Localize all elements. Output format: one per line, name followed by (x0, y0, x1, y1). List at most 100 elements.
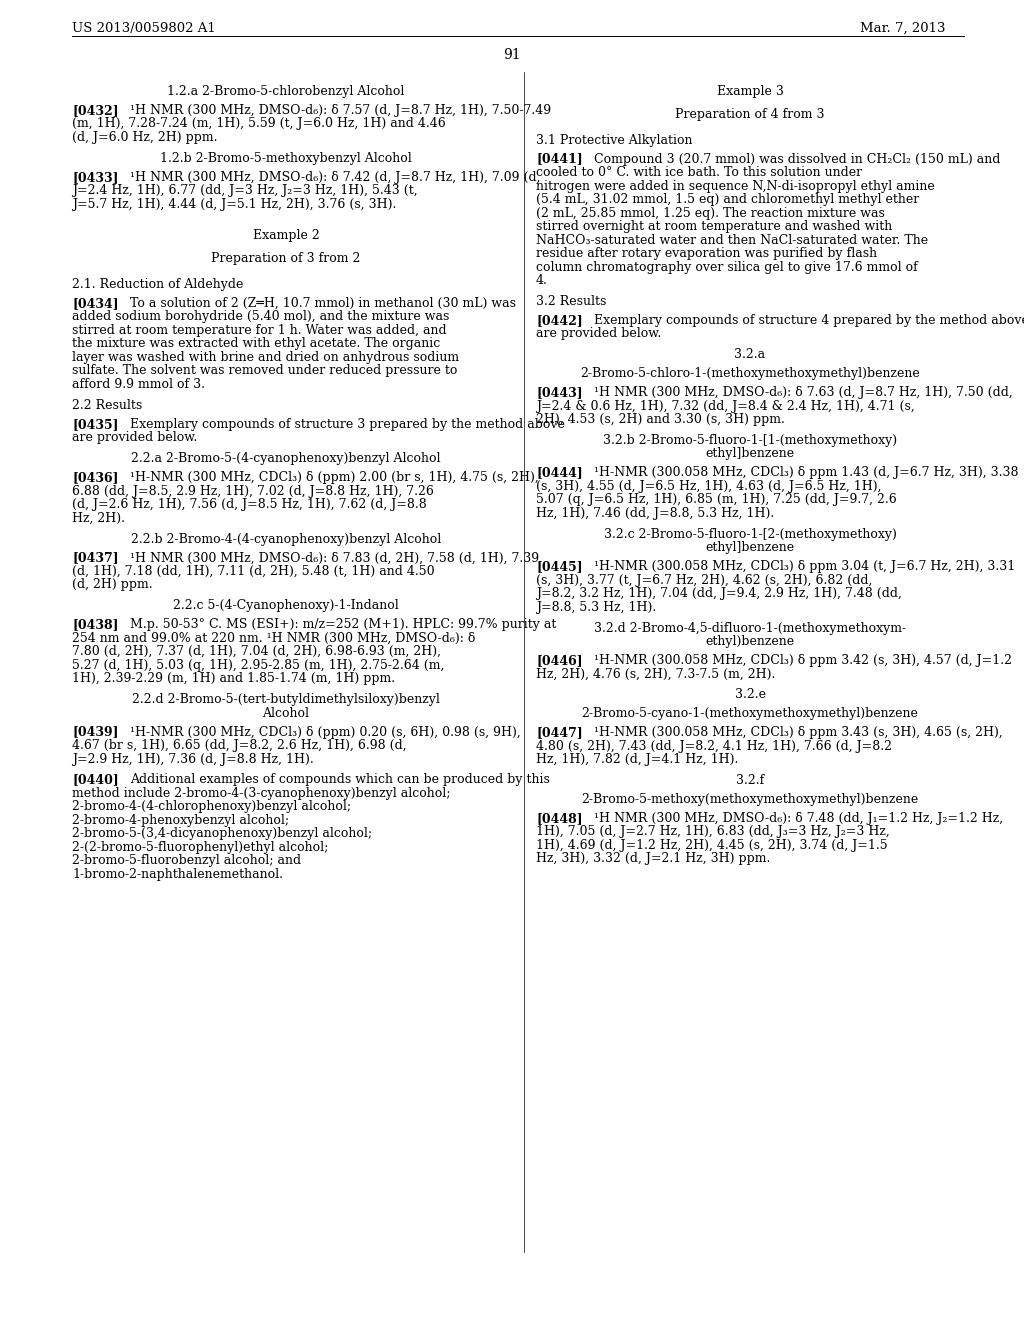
Text: [0435]: [0435] (72, 417, 119, 430)
Text: 1H), 2.39-2.29 (m, 1H) and 1.85-1.74 (m, 1H) ppm.: 1H), 2.39-2.29 (m, 1H) and 1.85-1.74 (m,… (72, 672, 395, 685)
Text: Compound 3 (20.7 mmol) was dissolved in CH₂Cl₂ (150 mL) and: Compound 3 (20.7 mmol) was dissolved in … (594, 153, 1000, 165)
Text: 91: 91 (503, 48, 521, 62)
Text: 2-bromo-5-fluorobenzyl alcohol; and: 2-bromo-5-fluorobenzyl alcohol; and (72, 854, 301, 867)
Text: residue after rotary evaporation was purified by flash: residue after rotary evaporation was pur… (536, 247, 878, 260)
Text: 3.2 Results: 3.2 Results (536, 294, 606, 308)
Text: 2-(2-bromo-5-fluorophenyl)ethyl alcohol;: 2-(2-bromo-5-fluorophenyl)ethyl alcohol; (72, 841, 329, 854)
Text: 3.2.a: 3.2.a (734, 348, 766, 362)
Text: NaHCO₃-saturated water and then NaCl-saturated water. The: NaHCO₃-saturated water and then NaCl-sat… (536, 234, 928, 247)
Text: (d, J=2.6 Hz, 1H), 7.56 (d, J=8.5 Hz, 1H), 7.62 (d, J=8.8: (d, J=2.6 Hz, 1H), 7.56 (d, J=8.5 Hz, 1H… (72, 498, 427, 511)
Text: 5.07 (q, J=6.5 Hz, 1H), 6.85 (m, 1H), 7.25 (dd, J=9.7, 2.6: 5.07 (q, J=6.5 Hz, 1H), 6.85 (m, 1H), 7.… (536, 494, 897, 507)
Text: ¹H NMR (300 MHz, DMSO-d₆): δ 7.63 (d, J=8.7 Hz, 1H), 7.50 (dd,: ¹H NMR (300 MHz, DMSO-d₆): δ 7.63 (d, J=… (594, 385, 1013, 399)
Text: [0442]: [0442] (536, 314, 583, 327)
Text: column chromatography over silica gel to give 17.6 mmol of: column chromatography over silica gel to… (536, 260, 918, 273)
Text: ethyl]benzene: ethyl]benzene (706, 541, 795, 554)
Text: 3.2.d 2-Bromo-4,5-difluoro-1-(methoxymethoxym-: 3.2.d 2-Bromo-4,5-difluoro-1-(methoxymet… (594, 622, 906, 635)
Text: are provided below.: are provided below. (72, 432, 198, 445)
Text: 2H), 4.53 (s, 2H) and 3.30 (s, 3H) ppm.: 2H), 4.53 (s, 2H) and 3.30 (s, 3H) ppm. (536, 413, 784, 426)
Text: Preparation of 3 from 2: Preparation of 3 from 2 (211, 252, 360, 265)
Text: ¹H NMR (300 MHz, DMSO-d₆): δ 7.57 (d, J=8.7 Hz, 1H), 7.50-7.49: ¹H NMR (300 MHz, DMSO-d₆): δ 7.57 (d, J=… (130, 104, 551, 117)
Text: [0438]: [0438] (72, 618, 119, 631)
Text: 3.2.c 2-Bromo-5-fluoro-1-[2-(methoxymethoxy): 3.2.c 2-Bromo-5-fluoro-1-[2-(methoxymeth… (603, 528, 896, 541)
Text: (d, 1H), 7.18 (dd, 1H), 7.11 (d, 2H), 5.48 (t, 1H) and 4.50: (d, 1H), 7.18 (dd, 1H), 7.11 (d, 2H), 5.… (72, 565, 434, 578)
Text: (s, 3H), 3.77 (t, J=6.7 Hz, 2H), 4.62 (s, 2H), 6.82 (dd,: (s, 3H), 3.77 (t, J=6.7 Hz, 2H), 4.62 (s… (536, 574, 872, 586)
Text: [0440]: [0440] (72, 774, 119, 787)
Text: 7.80 (d, 2H), 7.37 (d, 1H), 7.04 (d, 2H), 6.98-6.93 (m, 2H),: 7.80 (d, 2H), 7.37 (d, 1H), 7.04 (d, 2H)… (72, 645, 441, 659)
Text: ¹H-NMR (300 MHz, CDCl₃) δ (ppm) 0.20 (s, 6H), 0.98 (s, 9H),: ¹H-NMR (300 MHz, CDCl₃) δ (ppm) 0.20 (s,… (130, 726, 521, 739)
Text: Mar. 7, 2013: Mar. 7, 2013 (860, 22, 946, 36)
Text: J=5.7 Hz, 1H), 4.44 (d, J=5.1 Hz, 2H), 3.76 (s, 3H).: J=5.7 Hz, 1H), 4.44 (d, J=5.1 Hz, 2H), 3… (72, 198, 396, 211)
Text: 4.67 (br s, 1H), 6.65 (dd, J=8.2, 2.6 Hz, 1H), 6.98 (d,: 4.67 (br s, 1H), 6.65 (dd, J=8.2, 2.6 Hz… (72, 739, 407, 752)
Text: layer was washed with brine and dried on anhydrous sodium: layer was washed with brine and dried on… (72, 351, 459, 364)
Text: 2-bromo-4-(4-chlorophenoxy)benzyl alcohol;: 2-bromo-4-(4-chlorophenoxy)benzyl alcoho… (72, 800, 351, 813)
Text: 2.2.d 2-Bromo-5-(tert-butyldimethylsiloxy)benzyl: 2.2.d 2-Bromo-5-(tert-butyldimethylsilox… (132, 693, 440, 706)
Text: [0436]: [0436] (72, 471, 119, 484)
Text: stirred overnight at room temperature and washed with: stirred overnight at room temperature an… (536, 220, 892, 234)
Text: Hz, 1H), 7.82 (d, J=4.1 Hz, 1H).: Hz, 1H), 7.82 (d, J=4.1 Hz, 1H). (536, 754, 738, 766)
Text: M.p. 50-53° C. MS (ESI+): m/z=252 (M+1). HPLC: 99.7% purity at: M.p. 50-53° C. MS (ESI+): m/z=252 (M+1).… (130, 618, 556, 631)
Text: Hz, 3H), 3.32 (d, J=2.1 Hz, 3H) ppm.: Hz, 3H), 3.32 (d, J=2.1 Hz, 3H) ppm. (536, 853, 770, 866)
Text: cooled to 0° C. with ice bath. To this solution under: cooled to 0° C. with ice bath. To this s… (536, 166, 862, 180)
Text: [0434]: [0434] (72, 297, 119, 310)
Text: [0437]: [0437] (72, 552, 119, 565)
Text: 4.80 (s, 2H), 7.43 (dd, J=8.2, 4.1 Hz, 1H), 7.66 (d, J=8.2: 4.80 (s, 2H), 7.43 (dd, J=8.2, 4.1 Hz, 1… (536, 739, 892, 752)
Text: 3.1 Protective Alkylation: 3.1 Protective Alkylation (536, 133, 692, 147)
Text: [0443]: [0443] (536, 385, 583, 399)
Text: (5.4 mL, 31.02 mmol, 1.5 eq) and chloromethyl methyl ether: (5.4 mL, 31.02 mmol, 1.5 eq) and chlorom… (536, 193, 920, 206)
Text: [0445]: [0445] (536, 560, 583, 573)
Text: ¹H-NMR (300.058 MHz, CDCl₃) δ ppm 3.42 (s, 3H), 4.57 (d, J=1.2: ¹H-NMR (300.058 MHz, CDCl₃) δ ppm 3.42 (… (594, 653, 1012, 667)
Text: To a solution of 2 (Z═H, 10.7 mmol) in methanol (30 mL) was: To a solution of 2 (Z═H, 10.7 mmol) in m… (130, 297, 516, 310)
Text: 2.2.b 2-Bromo-4-(4-cyanophenoxy)benzyl Alcohol: 2.2.b 2-Bromo-4-(4-cyanophenoxy)benzyl A… (131, 532, 441, 545)
Text: 3.2.f: 3.2.f (736, 774, 764, 787)
Text: [0447]: [0447] (536, 726, 583, 739)
Text: ¹H NMR (300 MHz, DMSO-d₆): δ 7.42 (d, J=8.7 Hz, 1H), 7.09 (d,: ¹H NMR (300 MHz, DMSO-d₆): δ 7.42 (d, J=… (130, 170, 541, 183)
Text: 1H), 4.69 (d, J=1.2 Hz, 2H), 4.45 (s, 2H), 3.74 (d, J=1.5: 1H), 4.69 (d, J=1.2 Hz, 2H), 4.45 (s, 2H… (536, 840, 888, 851)
Text: Hz, 2H), 4.76 (s, 2H), 7.3-7.5 (m, 2H).: Hz, 2H), 4.76 (s, 2H), 7.3-7.5 (m, 2H). (536, 668, 775, 681)
Text: [0433]: [0433] (72, 170, 119, 183)
Text: Hz, 2H).: Hz, 2H). (72, 512, 125, 524)
Text: 4.: 4. (536, 275, 548, 286)
Text: [0448]: [0448] (536, 812, 583, 825)
Text: 1-bromo-2-naphthalenemethanol.: 1-bromo-2-naphthalenemethanol. (72, 869, 283, 880)
Text: J=2.4 Hz, 1H), 6.77 (dd, J=3 Hz, J₂=3 Hz, 1H), 5.43 (t,: J=2.4 Hz, 1H), 6.77 (dd, J=3 Hz, J₂=3 Hz… (72, 185, 418, 197)
Text: 1H), 7.05 (d, J=2.7 Hz, 1H), 6.83 (dd, J₃=3 Hz, J₂=3 Hz,: 1H), 7.05 (d, J=2.7 Hz, 1H), 6.83 (dd, J… (536, 825, 890, 838)
Text: ¹H NMR (300 MHz, DMSO-d₆): δ 7.83 (d, 2H), 7.58 (d, 1H), 7.39: ¹H NMR (300 MHz, DMSO-d₆): δ 7.83 (d, 2H… (130, 552, 539, 565)
Text: [0446]: [0446] (536, 653, 583, 667)
Text: Additional examples of compounds which can be produced by this: Additional examples of compounds which c… (130, 774, 550, 787)
Text: 2-bromo-4-phenoxybenzyl alcohol;: 2-bromo-4-phenoxybenzyl alcohol; (72, 814, 289, 828)
Text: Hz, 1H), 7.46 (dd, J=8.8, 5.3 Hz, 1H).: Hz, 1H), 7.46 (dd, J=8.8, 5.3 Hz, 1H). (536, 507, 774, 520)
Text: 2-Bromo-5-chloro-1-(methoxymethoxymethyl)benzene: 2-Bromo-5-chloro-1-(methoxymethoxymethyl… (581, 367, 920, 380)
Text: 1.2.a 2-Bromo-5-chlorobenzyl Alcohol: 1.2.a 2-Bromo-5-chlorobenzyl Alcohol (167, 84, 404, 98)
Text: method include 2-bromo-4-(3-cyanophenoxy)benzyl alcohol;: method include 2-bromo-4-(3-cyanophenoxy… (72, 787, 451, 800)
Text: 5.27 (d, 1H), 5.03 (q, 1H), 2.95-2.85 (m, 1H), 2.75-2.64 (m,: 5.27 (d, 1H), 5.03 (q, 1H), 2.95-2.85 (m… (72, 659, 444, 672)
Text: [0444]: [0444] (536, 466, 583, 479)
Text: (m, 1H), 7.28-7.24 (m, 1H), 5.59 (t, J=6.0 Hz, 1H) and 4.46: (m, 1H), 7.28-7.24 (m, 1H), 5.59 (t, J=6… (72, 117, 445, 131)
Text: [0439]: [0439] (72, 726, 119, 739)
Text: are provided below.: are provided below. (536, 327, 662, 341)
Text: (d, 2H) ppm.: (d, 2H) ppm. (72, 578, 153, 591)
Text: Alcohol: Alcohol (262, 706, 309, 719)
Text: 254 nm and 99.0% at 220 nm. ¹H NMR (300 MHz, DMSO-d₆): δ: 254 nm and 99.0% at 220 nm. ¹H NMR (300 … (72, 632, 475, 644)
Text: Exemplary compounds of structure 4 prepared by the method above: Exemplary compounds of structure 4 prepa… (594, 314, 1024, 327)
Text: 2.2.c 5-(4-Cyanophenoxy)-1-Indanol: 2.2.c 5-(4-Cyanophenoxy)-1-Indanol (173, 599, 399, 612)
Text: ¹H-NMR (300.058 MHz, CDCl₃) δ ppm 3.04 (t, J=6.7 Hz, 2H), 3.31: ¹H-NMR (300.058 MHz, CDCl₃) δ ppm 3.04 (… (594, 560, 1015, 573)
Text: Example 2: Example 2 (253, 230, 319, 243)
Text: J=8.2, 3.2 Hz, 1H), 7.04 (dd, J=9.4, 2.9 Hz, 1H), 7.48 (dd,: J=8.2, 3.2 Hz, 1H), 7.04 (dd, J=9.4, 2.9… (536, 587, 902, 601)
Text: (d, J=6.0 Hz, 2H) ppm.: (d, J=6.0 Hz, 2H) ppm. (72, 131, 217, 144)
Text: J=8.8, 5.3 Hz, 1H).: J=8.8, 5.3 Hz, 1H). (536, 601, 656, 614)
Text: 3.2.e: 3.2.e (734, 689, 766, 701)
Text: US 2013/0059802 A1: US 2013/0059802 A1 (72, 22, 216, 36)
Text: 6.88 (dd, J=8.5, 2.9 Hz, 1H), 7.02 (d, J=8.8 Hz, 1H), 7.26: 6.88 (dd, J=8.5, 2.9 Hz, 1H), 7.02 (d, J… (72, 484, 434, 498)
Text: ¹H-NMR (300 MHz, CDCl₃) δ (ppm) 2.00 (br s, 1H), 4.75 (s, 2H),: ¹H-NMR (300 MHz, CDCl₃) δ (ppm) 2.00 (br… (130, 471, 539, 484)
Text: 2.1. Reduction of Aldehyde: 2.1. Reduction of Aldehyde (72, 279, 244, 290)
Text: (s, 3H), 4.55 (d, J=6.5 Hz, 1H), 4.63 (d, J=6.5 Hz, 1H),: (s, 3H), 4.55 (d, J=6.5 Hz, 1H), 4.63 (d… (536, 480, 882, 492)
Text: ¹H-NMR (300.058 MHz, CDCl₃) δ ppm 1.43 (d, J=6.7 Hz, 3H), 3.38: ¹H-NMR (300.058 MHz, CDCl₃) δ ppm 1.43 (… (594, 466, 1019, 479)
Text: the mixture was extracted with ethyl acetate. The organic: the mixture was extracted with ethyl ace… (72, 338, 440, 350)
Text: ¹H NMR (300 MHz, DMSO-d₆): δ 7.48 (dd, J₁=1.2 Hz, J₂=1.2 Hz,: ¹H NMR (300 MHz, DMSO-d₆): δ 7.48 (dd, J… (594, 812, 1004, 825)
Text: [0432]: [0432] (72, 104, 119, 117)
Text: J=2.4 & 0.6 Hz, 1H), 7.32 (dd, J=8.4 & 2.4 Hz, 1H), 4.71 (s,: J=2.4 & 0.6 Hz, 1H), 7.32 (dd, J=8.4 & 2… (536, 400, 914, 413)
Text: nitrogen were added in sequence N,N-di-isopropyl ethyl amine: nitrogen were added in sequence N,N-di-i… (536, 180, 935, 193)
Text: (2 mL, 25.85 mmol, 1.25 eq). The reaction mixture was: (2 mL, 25.85 mmol, 1.25 eq). The reactio… (536, 206, 885, 219)
Text: 2.2.a 2-Bromo-5-(4-cyanophenoxy)benzyl Alcohol: 2.2.a 2-Bromo-5-(4-cyanophenoxy)benzyl A… (131, 453, 440, 465)
Text: stirred at room temperature for 1 h. Water was added, and: stirred at room temperature for 1 h. Wat… (72, 323, 446, 337)
